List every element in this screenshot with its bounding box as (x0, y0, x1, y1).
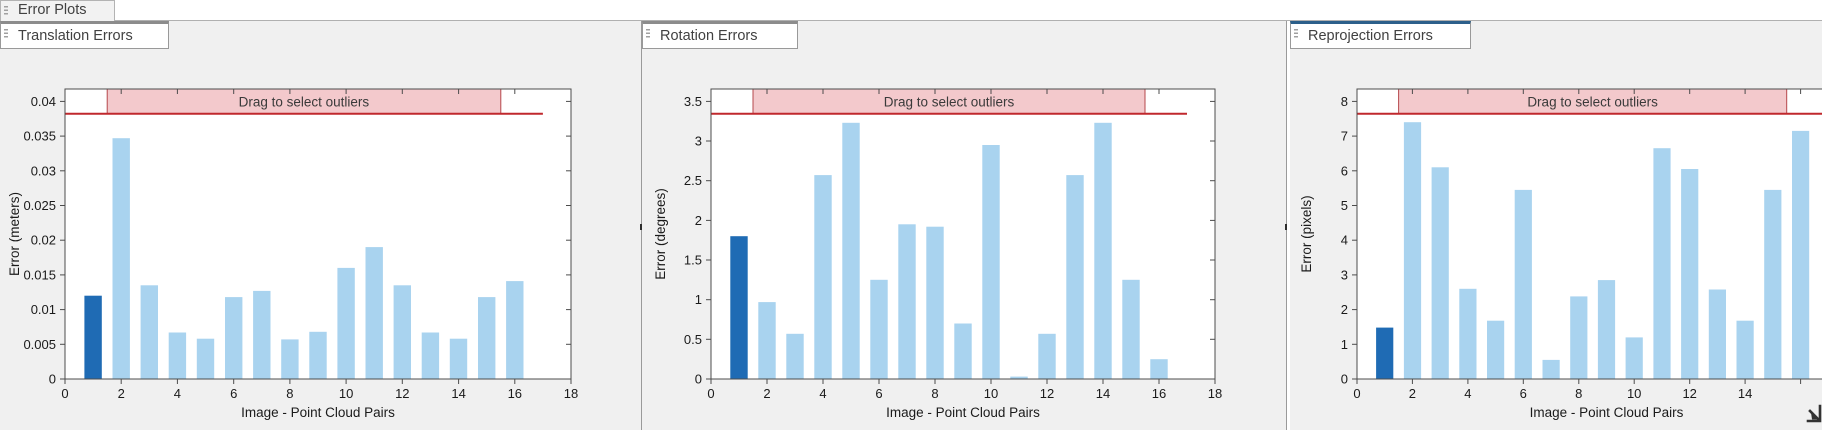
svg-text:0.015: 0.015 (23, 267, 56, 282)
svg-text:8: 8 (1575, 386, 1582, 401)
svg-text:4: 4 (819, 386, 826, 401)
svg-text:0: 0 (61, 386, 68, 401)
svg-text:Image - Point Cloud Pairs: Image - Point Cloud Pairs (886, 405, 1040, 420)
svg-text:0.005: 0.005 (23, 337, 56, 352)
svg-text:Error (pixels): Error (pixels) (1299, 195, 1314, 272)
svg-text:8: 8 (286, 386, 293, 401)
svg-text:16: 16 (508, 386, 522, 401)
svg-text:0.035: 0.035 (23, 129, 56, 144)
svg-text:0.5: 0.5 (684, 332, 702, 347)
svg-text:0.03: 0.03 (31, 163, 56, 178)
svg-text:Drag to select outliers: Drag to select outliers (1527, 94, 1658, 109)
svg-text:10: 10 (339, 386, 353, 401)
svg-text:Error (meters): Error (meters) (7, 192, 22, 276)
svg-text:14: 14 (1738, 386, 1752, 401)
svg-text:10: 10 (1627, 386, 1641, 401)
svg-text:Image - Point Cloud Pairs: Image - Point Cloud Pairs (241, 405, 395, 420)
svg-text:16: 16 (1152, 386, 1166, 401)
svg-text:1.5: 1.5 (684, 253, 702, 268)
svg-text:12: 12 (1040, 386, 1054, 401)
svg-text:2.5: 2.5 (684, 173, 702, 188)
svg-text:1: 1 (695, 292, 702, 307)
svg-text:Drag to select outliers: Drag to select outliers (884, 94, 1015, 109)
svg-text:2: 2 (1341, 302, 1348, 317)
svg-text:0.01: 0.01 (31, 302, 56, 317)
svg-text:0: 0 (1353, 386, 1360, 401)
svg-text:3.5: 3.5 (684, 94, 702, 109)
svg-text:Drag to select outliers: Drag to select outliers (239, 94, 370, 109)
svg-text:12: 12 (395, 386, 409, 401)
svg-text:8: 8 (1341, 94, 1348, 109)
svg-text:4: 4 (1341, 233, 1348, 248)
svg-text:0: 0 (707, 386, 714, 401)
svg-text:10: 10 (984, 386, 998, 401)
svg-text:0.025: 0.025 (23, 198, 56, 213)
svg-text:18: 18 (1208, 386, 1222, 401)
svg-text:0.04: 0.04 (31, 94, 56, 109)
svg-text:14: 14 (1096, 386, 1110, 401)
svg-text:6: 6 (230, 386, 237, 401)
svg-text:6: 6 (1341, 163, 1348, 178)
svg-text:3: 3 (1341, 267, 1348, 282)
svg-text:6: 6 (1520, 386, 1527, 401)
svg-text:4: 4 (1464, 386, 1471, 401)
svg-text:5: 5 (1341, 198, 1348, 213)
svg-text:0: 0 (1341, 372, 1348, 387)
svg-text:14: 14 (451, 386, 465, 401)
svg-text:3: 3 (695, 134, 702, 149)
svg-text:Error (degrees): Error (degrees) (653, 188, 668, 280)
svg-text:2: 2 (695, 213, 702, 228)
svg-text:4: 4 (174, 386, 181, 401)
svg-text:12: 12 (1682, 386, 1696, 401)
svg-text:8: 8 (931, 386, 938, 401)
svg-text:2: 2 (763, 386, 770, 401)
svg-text:7: 7 (1341, 129, 1348, 144)
svg-text:0.02: 0.02 (31, 233, 56, 248)
svg-text:Image - Point Cloud Pairs: Image - Point Cloud Pairs (1530, 405, 1684, 420)
svg-text:2: 2 (1409, 386, 1416, 401)
svg-text:6: 6 (875, 386, 882, 401)
svg-text:18: 18 (564, 386, 578, 401)
svg-text:0: 0 (49, 372, 56, 387)
svg-text:2: 2 (118, 386, 125, 401)
svg-text:1: 1 (1341, 337, 1348, 352)
svg-text:0: 0 (695, 372, 702, 387)
